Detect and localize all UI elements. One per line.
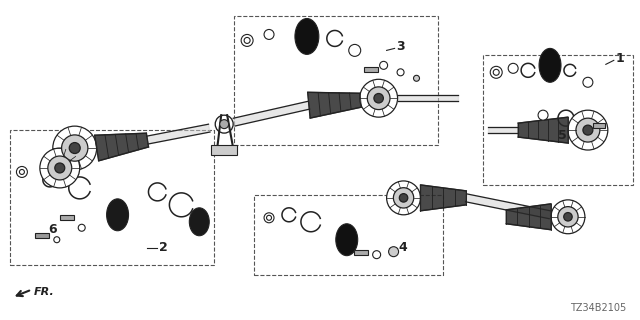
Circle shape: [568, 110, 608, 150]
Ellipse shape: [107, 199, 129, 231]
Circle shape: [53, 126, 97, 170]
Circle shape: [349, 44, 361, 56]
Text: 3: 3: [397, 40, 405, 53]
Circle shape: [220, 120, 228, 129]
Ellipse shape: [336, 224, 358, 256]
Circle shape: [367, 87, 390, 109]
Polygon shape: [420, 185, 467, 211]
Polygon shape: [518, 117, 568, 143]
Text: 1: 1: [616, 52, 625, 65]
Circle shape: [388, 247, 399, 257]
Circle shape: [61, 135, 88, 161]
Bar: [593, 123, 605, 128]
Circle shape: [69, 143, 80, 154]
Circle shape: [538, 110, 548, 120]
Circle shape: [397, 69, 404, 76]
Text: FR.: FR.: [34, 286, 54, 297]
Circle shape: [576, 118, 600, 142]
Circle shape: [264, 213, 274, 223]
Circle shape: [55, 163, 65, 173]
Circle shape: [215, 115, 233, 133]
Text: 5: 5: [558, 129, 567, 141]
Bar: [234, 15, 438, 145]
Circle shape: [372, 251, 381, 259]
Circle shape: [241, 35, 253, 46]
Bar: [483, 55, 633, 185]
Circle shape: [48, 156, 72, 180]
Circle shape: [244, 37, 250, 44]
Bar: [60, 215, 74, 220]
Circle shape: [40, 148, 80, 188]
Circle shape: [551, 200, 585, 234]
Circle shape: [564, 212, 572, 221]
Bar: [35, 233, 49, 238]
Circle shape: [583, 77, 593, 87]
Bar: [364, 67, 378, 72]
Polygon shape: [233, 101, 310, 126]
Polygon shape: [308, 92, 362, 118]
Polygon shape: [488, 127, 518, 133]
Polygon shape: [147, 124, 210, 144]
Circle shape: [583, 125, 593, 135]
Circle shape: [394, 188, 413, 208]
Text: 4: 4: [399, 241, 407, 254]
Circle shape: [380, 61, 388, 69]
Circle shape: [17, 166, 28, 177]
Circle shape: [399, 194, 408, 202]
Text: 6: 6: [48, 223, 56, 236]
Polygon shape: [506, 204, 551, 230]
Circle shape: [508, 63, 518, 73]
Polygon shape: [95, 133, 148, 161]
Circle shape: [19, 170, 24, 174]
Bar: [254, 195, 444, 275]
Circle shape: [558, 207, 578, 227]
Ellipse shape: [189, 208, 209, 236]
Ellipse shape: [295, 19, 319, 54]
Circle shape: [493, 69, 499, 75]
Circle shape: [266, 215, 271, 220]
Text: TZ34B2105: TZ34B2105: [570, 303, 626, 314]
Bar: [211, 145, 237, 155]
Circle shape: [387, 181, 420, 215]
Circle shape: [490, 66, 502, 78]
Text: 2: 2: [159, 241, 168, 254]
Polygon shape: [465, 194, 551, 219]
Circle shape: [413, 75, 419, 81]
Ellipse shape: [539, 48, 561, 82]
Circle shape: [360, 79, 397, 117]
Circle shape: [264, 29, 274, 39]
Polygon shape: [397, 95, 458, 101]
Bar: [354, 250, 367, 255]
Bar: [10, 130, 214, 265]
Circle shape: [374, 93, 383, 103]
Circle shape: [78, 224, 85, 231]
Circle shape: [54, 237, 60, 243]
